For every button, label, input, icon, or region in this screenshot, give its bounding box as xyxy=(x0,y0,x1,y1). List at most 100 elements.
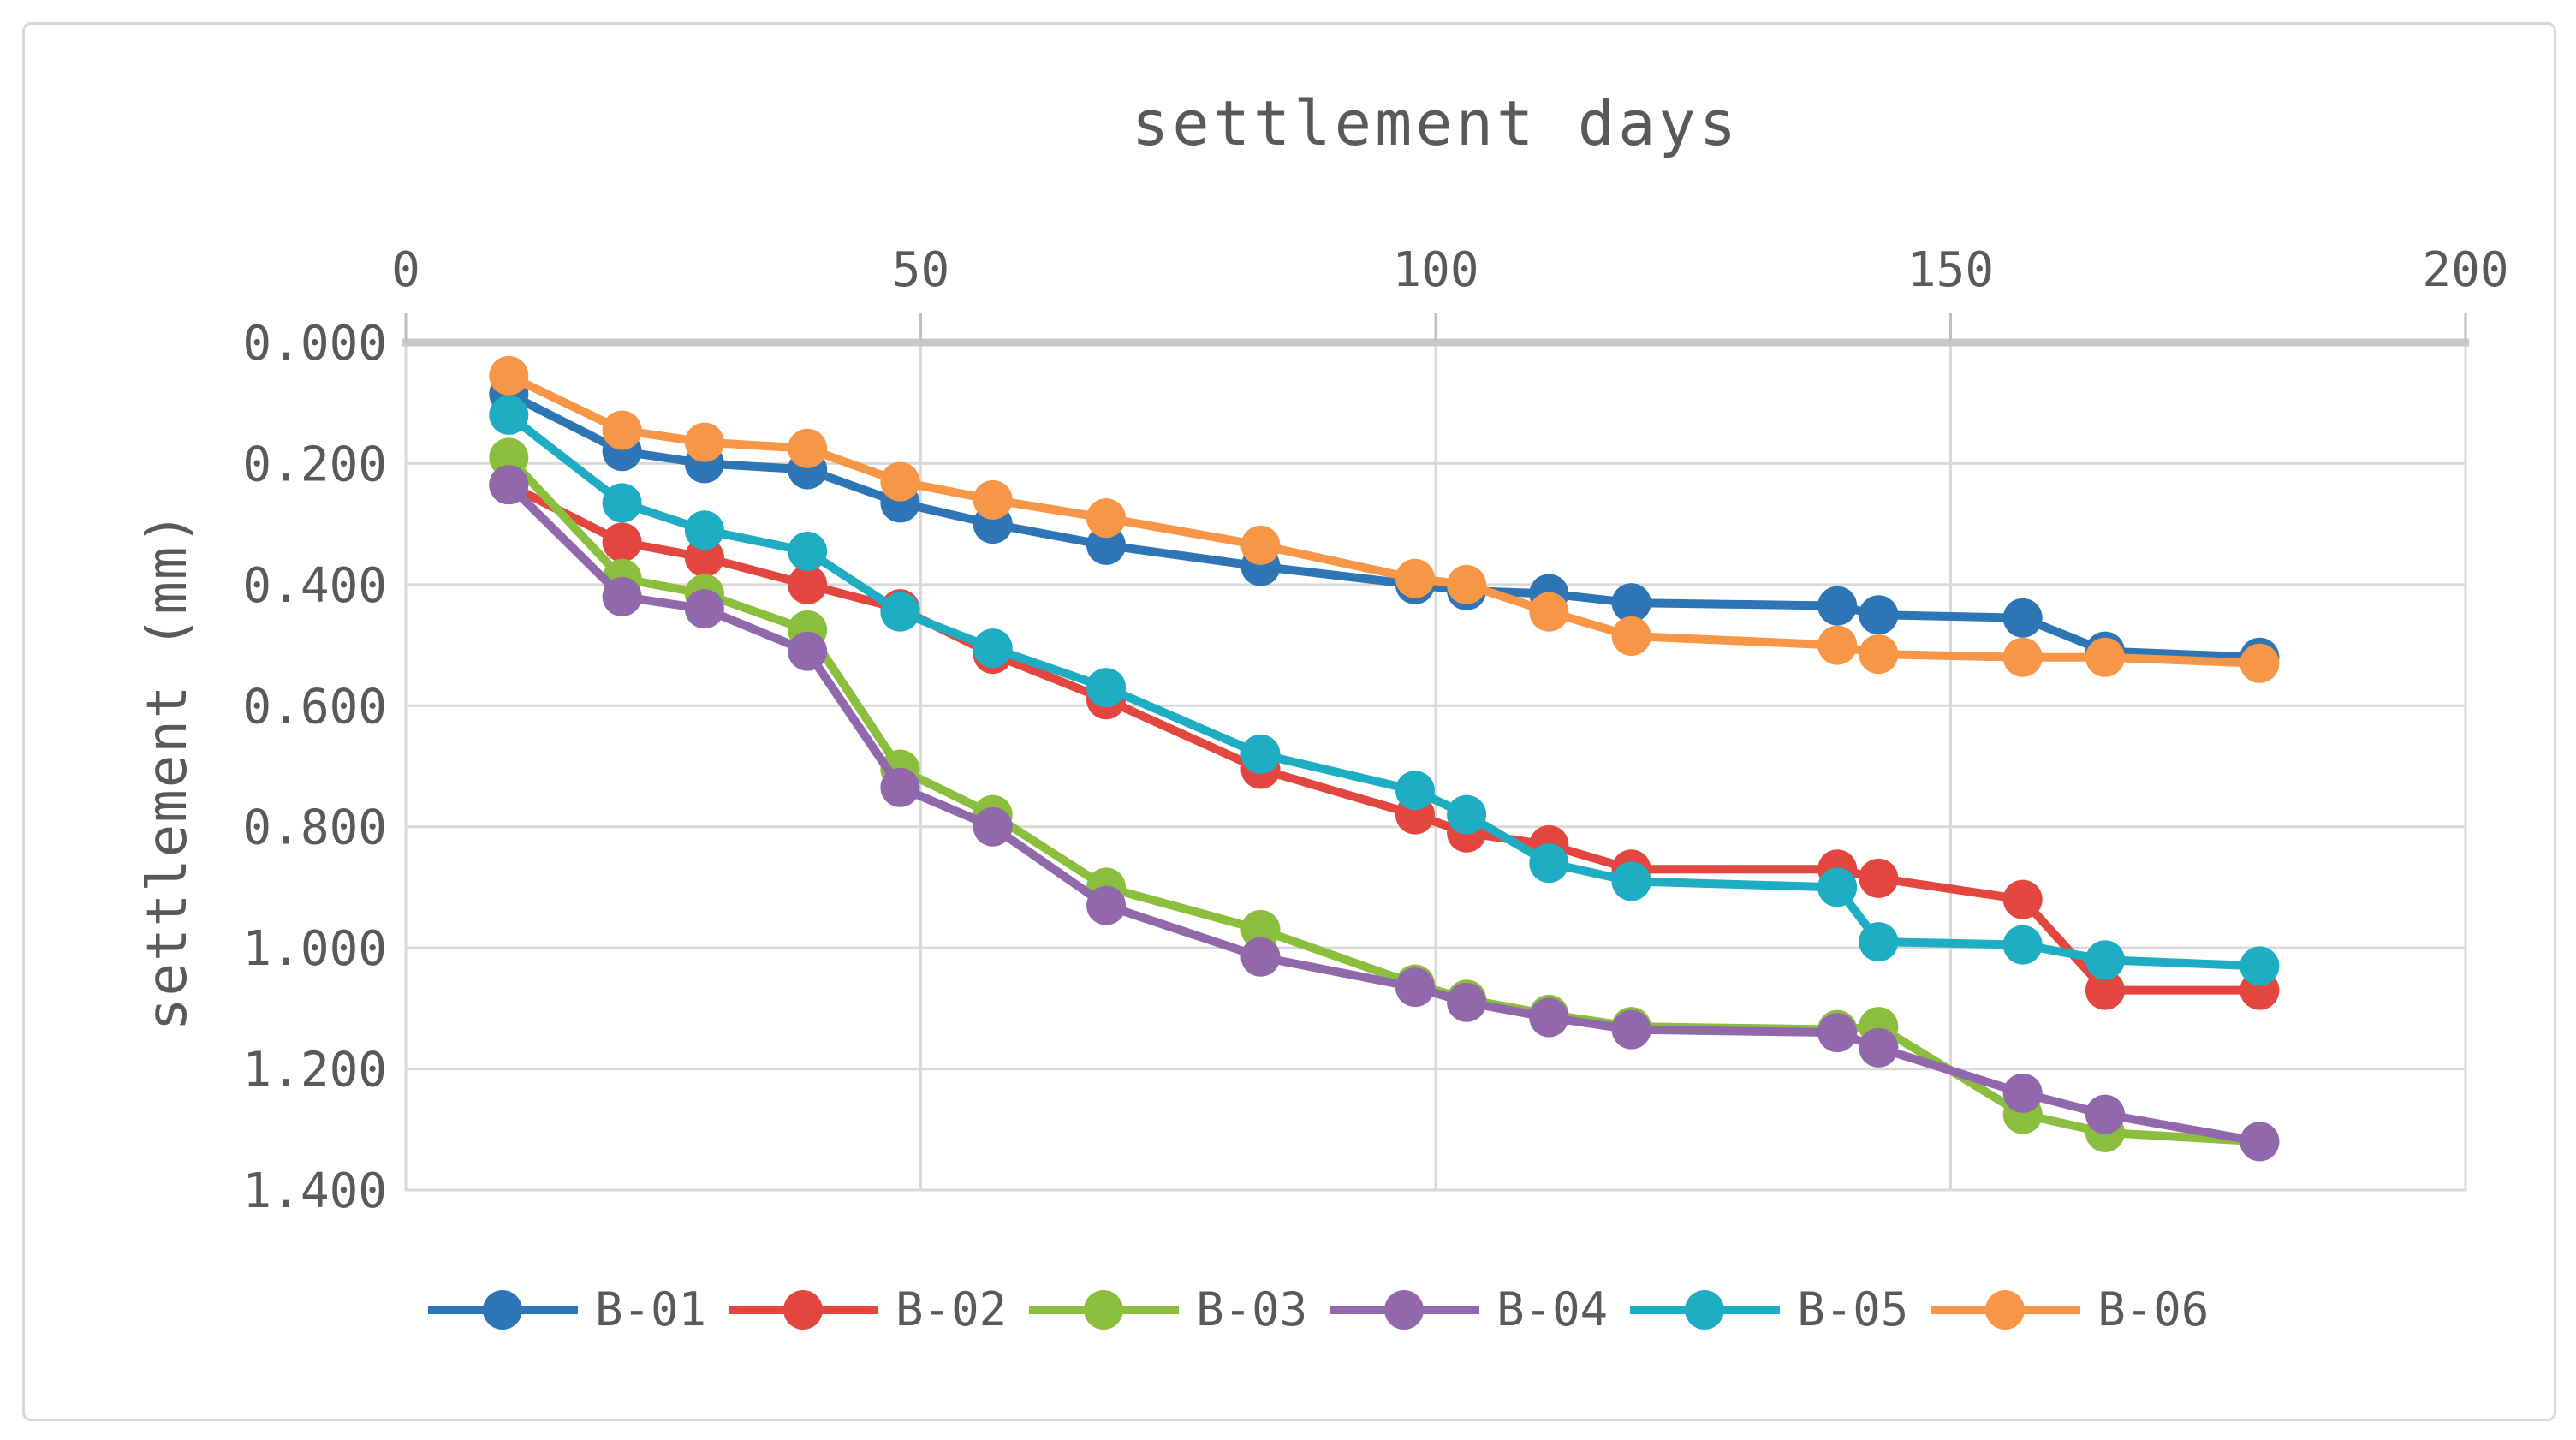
series-point-b-06-13 xyxy=(1859,634,1899,675)
legend-line-dot-icon xyxy=(1330,1289,1480,1330)
series-point-b-06-7 xyxy=(1240,525,1281,565)
x-tick-label-1: 50 xyxy=(892,242,949,298)
legend-label: B-05 xyxy=(1797,1282,1909,1336)
series-point-b-05-3 xyxy=(788,531,828,571)
legend-line-dot-icon xyxy=(729,1289,879,1330)
legend-item-b-04: B-04 xyxy=(1330,1282,1608,1336)
legend-line-dot-icon xyxy=(428,1289,578,1330)
series-point-b-03-7 xyxy=(1240,909,1281,949)
legend-line-dot-icon xyxy=(1630,1289,1781,1330)
series-point-b-05-4 xyxy=(880,592,920,632)
legend-item-b-05: B-05 xyxy=(1630,1282,1908,1336)
series-point-b-01-11 xyxy=(1611,583,1651,623)
legend-item-b-06: B-06 xyxy=(1931,1282,2209,1336)
y-tick-label-0: 0.000 xyxy=(242,316,387,372)
series-point-b-05-9 xyxy=(1447,794,1487,835)
series-point-b-04-1 xyxy=(602,577,642,616)
series-point-b-06-1 xyxy=(602,410,642,450)
y-tick-label-5: 1.000 xyxy=(242,921,387,977)
series-point-b-06-5 xyxy=(973,479,1013,520)
series-point-b-01-6 xyxy=(1086,525,1127,565)
series-point-b-04-11 xyxy=(1611,1009,1651,1050)
series-point-b-05-7 xyxy=(1240,734,1281,774)
series-point-b-05-1 xyxy=(602,483,642,523)
series-point-b-02-15 xyxy=(2085,970,2125,1010)
series-point-b-06-16 xyxy=(2240,643,2280,683)
legend-item-b-03: B-03 xyxy=(1029,1282,1307,1336)
series-point-b-05-10 xyxy=(1529,843,1569,884)
series-point-b-04-6 xyxy=(1086,885,1127,925)
series-point-b-04-10 xyxy=(1529,997,1569,1038)
series-point-b-06-4 xyxy=(880,461,920,502)
x-tick-label-0: 0 xyxy=(391,242,420,298)
series-point-b-04-12 xyxy=(1817,1013,1858,1053)
legend-label: B-06 xyxy=(2097,1282,2210,1336)
series-point-b-05-12 xyxy=(1817,867,1858,907)
series-point-b-02-2 xyxy=(684,538,724,578)
series-point-b-04-4 xyxy=(880,767,920,807)
series-point-b-04-2 xyxy=(684,589,724,629)
series-point-b-05-14 xyxy=(2002,925,2043,965)
series-point-b-05-16 xyxy=(2240,946,2280,986)
series-point-b-03-0 xyxy=(489,437,529,478)
series-point-b-04-16 xyxy=(2240,1122,2280,1162)
series-point-b-04-13 xyxy=(1859,1027,1899,1068)
series-point-b-02-1 xyxy=(602,522,642,562)
series-point-b-06-14 xyxy=(2002,637,2043,677)
x-tick-label-2: 100 xyxy=(1392,242,1478,298)
series-point-b-06-0 xyxy=(489,355,529,396)
x-tick-label-3: 150 xyxy=(1907,242,1994,298)
series-point-b-05-13 xyxy=(1859,922,1899,962)
series-point-b-06-11 xyxy=(1611,616,1651,656)
series-point-b-06-2 xyxy=(684,422,724,462)
series-point-b-04-3 xyxy=(788,631,828,671)
series-point-b-04-9 xyxy=(1447,982,1487,1022)
legend-label: B-04 xyxy=(1496,1282,1609,1336)
series-point-b-05-8 xyxy=(1395,771,1435,811)
legend-item-b-01: B-01 xyxy=(428,1282,706,1336)
legend-label: B-01 xyxy=(595,1282,707,1336)
series-point-b-05-0 xyxy=(489,395,529,435)
y-tick-label-1: 0.200 xyxy=(242,437,387,492)
series-point-b-06-10 xyxy=(1529,592,1569,632)
series-point-b-04-7 xyxy=(1240,937,1281,977)
series-point-b-06-6 xyxy=(1086,498,1127,539)
series-line-b-05 xyxy=(504,410,2264,971)
legend-line-dot-icon xyxy=(1029,1289,1180,1330)
series-point-b-04-14 xyxy=(2002,1073,2043,1113)
series-point-b-05-11 xyxy=(1611,861,1651,901)
series-point-b-04-5 xyxy=(973,806,1013,847)
series-point-b-05-5 xyxy=(973,628,1013,669)
series-point-b-01-12 xyxy=(1817,586,1858,626)
series-point-b-05-15 xyxy=(2085,940,2125,980)
series-point-b-02-14 xyxy=(2002,879,2043,919)
series-point-b-05-2 xyxy=(684,510,724,550)
series-point-b-06-8 xyxy=(1395,558,1435,598)
series-point-b-06-3 xyxy=(788,428,828,468)
series-point-b-06-9 xyxy=(1447,564,1487,604)
x-tick-label-4: 200 xyxy=(2422,242,2508,298)
series-point-b-04-8 xyxy=(1395,967,1435,1008)
series-point-b-01-14 xyxy=(2002,598,2043,638)
series-point-b-01-13 xyxy=(1859,595,1899,635)
legend: B-01 B-02 B-03 B-04 B-05 B-06 xyxy=(428,1282,2209,1336)
y-tick-label-7: 1.400 xyxy=(242,1163,387,1219)
series-point-b-02-3 xyxy=(788,564,828,604)
y-tick-label-6: 1.200 xyxy=(242,1043,387,1098)
series-point-b-05-6 xyxy=(1086,668,1127,708)
y-tick-label-3: 0.600 xyxy=(242,679,387,735)
y-tick-label-4: 0.800 xyxy=(242,800,387,856)
series-line-b-03 xyxy=(504,453,2264,1146)
series-point-b-04-0 xyxy=(489,465,529,505)
series-line-b-02 xyxy=(504,480,2264,995)
legend-item-b-02: B-02 xyxy=(729,1282,1007,1336)
chart-title: settlement days xyxy=(1131,87,1740,159)
legend-line-dot-icon xyxy=(1931,1289,2081,1330)
series-point-b-06-15 xyxy=(2085,637,2125,677)
series-point-b-04-15 xyxy=(2085,1094,2125,1134)
y-tick-label-2: 0.400 xyxy=(242,558,387,614)
legend-label: B-02 xyxy=(895,1282,1008,1336)
series-point-b-02-13 xyxy=(1859,858,1899,898)
series-point-b-06-12 xyxy=(1817,625,1858,665)
